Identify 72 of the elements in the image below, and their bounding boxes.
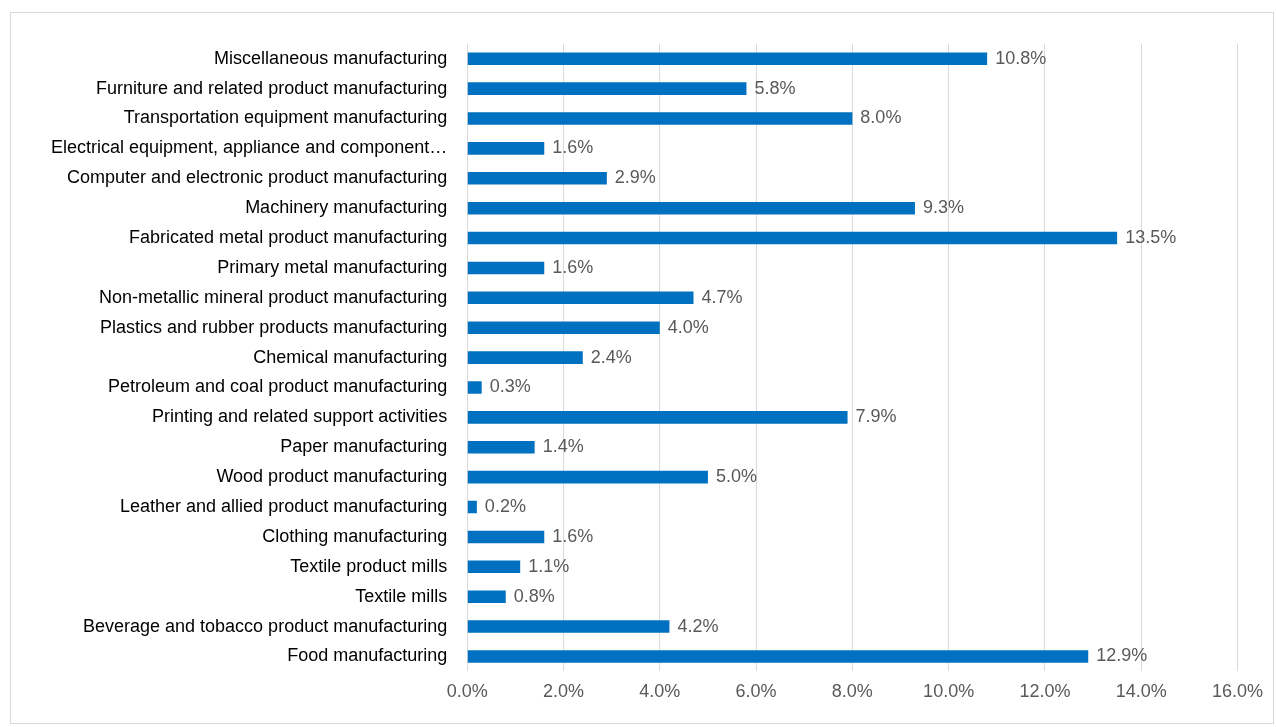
x-tick-label: 16.0% (1211, 681, 1263, 702)
data-label: 2.4% (590, 346, 632, 367)
bar (467, 620, 670, 633)
data-label: 9.3% (922, 197, 964, 218)
bar (467, 351, 583, 364)
x-tick-label: 10.0% (923, 681, 975, 702)
y-tick-label: Electrical equipment, appliance and component… (50, 137, 448, 158)
bar (467, 560, 521, 574)
x-tick-label: 12.0% (1019, 681, 1071, 702)
data-label: 4.0% (667, 316, 709, 337)
y-tick-label: Textile mills (355, 585, 448, 606)
data-label: 10.8% (995, 47, 1047, 68)
y-tick-label: Computer and electronic product manufacturing (67, 167, 448, 188)
data-label: 0.2% (484, 496, 526, 516)
bar (467, 530, 545, 544)
bar (467, 231, 1118, 245)
bar (467, 590, 506, 603)
y-tick-label: Miscellaneous manufacturing (214, 47, 448, 68)
y-tick-label: Leather and allied product manufacturing (120, 496, 448, 516)
bar (467, 82, 747, 95)
data-label: 7.9% (855, 406, 897, 427)
bar (467, 172, 607, 185)
data-label: 5.8% (754, 77, 796, 98)
y-tick-label: Paper manufacturing (280, 436, 448, 457)
bar (467, 650, 1089, 663)
data-label: 5.0% (715, 466, 757, 487)
x-tick-label: 6.0% (735, 681, 777, 702)
bar (467, 261, 545, 275)
bar (467, 381, 482, 394)
data-label: 1.1% (528, 555, 570, 576)
data-label: 13.5% (1125, 227, 1177, 248)
y-tick-label: Printing and related support activities (152, 406, 448, 427)
x-tick-label: 0.0% (446, 681, 488, 702)
data-label: 4.2% (677, 615, 719, 636)
y-tick-label: Wood product manufacturing (216, 466, 448, 487)
y-tick-label: Non-metallic mineral product manufacturing (99, 286, 448, 307)
x-tick-label: 8.0% (831, 681, 873, 702)
data-label: 1.6% (552, 137, 594, 158)
y-tick-label: Plastics and rubber products manufacturing (100, 316, 448, 337)
data-label: 1.6% (552, 525, 594, 546)
x-tick-label: 2.0% (543, 681, 585, 702)
bar (467, 142, 545, 155)
y-tick-label: Transportation equipment manufacturing (123, 107, 448, 128)
data-label: 1.6% (552, 256, 594, 277)
y-tick-label: Machinery manufacturing (245, 197, 448, 218)
bar (467, 500, 477, 514)
y-tick-label: Food manufacturing (287, 645, 448, 666)
data-label: 4.7% (701, 286, 743, 307)
bar (467, 201, 915, 215)
data-label: 0.3% (489, 376, 531, 397)
bar (467, 112, 853, 125)
data-label: 1.4% (542, 436, 584, 457)
bar (467, 52, 988, 66)
data-label: 2.9% (614, 167, 656, 188)
y-tick-label: Furniture and related product manufacturing (96, 77, 448, 98)
y-tick-label: Primary metal manufacturing (217, 256, 448, 277)
y-tick-label: Fabricated metal product manufacturing (129, 227, 448, 248)
data-label: 8.0% (860, 107, 902, 128)
bar (467, 411, 848, 424)
x-tick-label: 14.0% (1115, 681, 1167, 702)
data-label: 0.8% (513, 585, 555, 606)
bar (467, 321, 660, 334)
y-tick-label: Clothing manufacturing (262, 525, 448, 546)
y-tick-label: Chemical manufacturing (253, 346, 448, 367)
bar (467, 470, 708, 484)
y-tick-label: Textile product mills (290, 555, 448, 576)
data-label: 12.9% (1096, 645, 1148, 666)
bar (467, 291, 694, 305)
y-tick-label: Beverage and tobacco product manufacturing (82, 615, 448, 636)
bar (467, 440, 535, 454)
y-tick-label: Petroleum and coal product manufacturing (108, 376, 448, 397)
x-tick-label: 4.0% (639, 681, 681, 702)
